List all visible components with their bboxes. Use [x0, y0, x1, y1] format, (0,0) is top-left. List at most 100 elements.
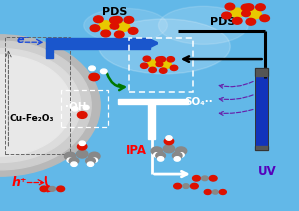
Text: e⁻: e⁻: [16, 35, 30, 45]
Circle shape: [89, 152, 100, 160]
Circle shape: [154, 153, 160, 157]
Ellipse shape: [99, 19, 230, 74]
Circle shape: [149, 67, 156, 73]
Text: PDS: PDS: [103, 7, 128, 17]
Circle shape: [156, 62, 163, 66]
Circle shape: [260, 15, 269, 22]
Text: h⁺: h⁺: [12, 176, 28, 189]
Bar: [129, 38, 193, 92]
Circle shape: [100, 69, 107, 74]
Bar: [46, 48, 53, 58]
Bar: [255, 68, 268, 76]
Text: SO₄··: SO₄··: [184, 97, 213, 107]
Bar: [256, 76, 267, 147]
Circle shape: [67, 158, 73, 162]
Circle shape: [183, 184, 189, 188]
Circle shape: [94, 16, 103, 23]
Text: ·OH: ·OH: [65, 101, 87, 112]
Circle shape: [65, 152, 76, 160]
Circle shape: [170, 65, 178, 70]
Text: PDS: PDS: [210, 17, 235, 27]
Circle shape: [0, 41, 91, 170]
Text: UV: UV: [258, 165, 277, 179]
Circle shape: [242, 10, 250, 16]
Circle shape: [204, 189, 211, 195]
Bar: [118, 99, 188, 104]
Circle shape: [86, 157, 95, 164]
Bar: [61, 90, 108, 127]
Circle shape: [0, 49, 81, 162]
Circle shape: [174, 183, 181, 189]
Circle shape: [159, 68, 167, 73]
Circle shape: [72, 107, 78, 111]
Circle shape: [156, 152, 165, 159]
Circle shape: [151, 147, 162, 155]
Bar: [255, 68, 268, 150]
Circle shape: [173, 152, 182, 159]
Circle shape: [158, 157, 164, 161]
Circle shape: [256, 4, 265, 11]
Circle shape: [124, 16, 134, 23]
Ellipse shape: [158, 6, 248, 44]
Circle shape: [101, 30, 111, 37]
Ellipse shape: [84, 8, 167, 42]
Circle shape: [167, 57, 174, 62]
Circle shape: [115, 31, 124, 38]
Circle shape: [77, 143, 87, 150]
Circle shape: [71, 162, 77, 166]
Circle shape: [209, 176, 217, 181]
Circle shape: [40, 186, 48, 192]
Circle shape: [77, 150, 88, 158]
Circle shape: [147, 60, 158, 67]
Circle shape: [212, 190, 218, 194]
Circle shape: [158, 57, 166, 62]
Bar: [148, 104, 155, 139]
Circle shape: [143, 56, 151, 61]
Circle shape: [57, 186, 65, 192]
Circle shape: [190, 183, 198, 189]
Text: Cu-Fe₂O₃: Cu-Fe₂O₃: [9, 114, 54, 123]
Circle shape: [174, 157, 180, 161]
Circle shape: [90, 25, 100, 32]
Circle shape: [110, 23, 119, 29]
Circle shape: [49, 187, 56, 191]
Circle shape: [89, 73, 100, 81]
Bar: [255, 146, 268, 150]
Circle shape: [166, 136, 172, 140]
Circle shape: [113, 16, 122, 23]
Circle shape: [83, 105, 89, 110]
Circle shape: [202, 176, 208, 181]
Circle shape: [163, 145, 175, 153]
Circle shape: [219, 189, 226, 195]
Circle shape: [89, 66, 95, 71]
Circle shape: [222, 12, 231, 19]
Bar: [5, 37, 70, 154]
Circle shape: [178, 153, 184, 157]
Circle shape: [128, 27, 138, 34]
Circle shape: [0, 55, 72, 156]
Circle shape: [156, 57, 163, 62]
Circle shape: [164, 138, 174, 145]
Circle shape: [0, 35, 100, 176]
Circle shape: [141, 63, 148, 68]
Circle shape: [161, 61, 171, 68]
Circle shape: [91, 158, 97, 162]
Circle shape: [99, 21, 112, 30]
Circle shape: [246, 18, 256, 25]
Circle shape: [117, 22, 130, 31]
Circle shape: [248, 9, 261, 19]
Text: IPA: IPA: [126, 144, 147, 157]
Circle shape: [244, 4, 254, 11]
Circle shape: [69, 157, 79, 164]
Circle shape: [193, 176, 200, 181]
Circle shape: [87, 162, 94, 166]
Circle shape: [79, 141, 85, 145]
Circle shape: [225, 3, 235, 10]
Circle shape: [232, 18, 242, 24]
Circle shape: [241, 4, 251, 11]
Circle shape: [231, 8, 244, 18]
Bar: [46, 38, 150, 49]
Circle shape: [110, 17, 119, 24]
Circle shape: [176, 147, 187, 155]
Circle shape: [77, 112, 87, 118]
